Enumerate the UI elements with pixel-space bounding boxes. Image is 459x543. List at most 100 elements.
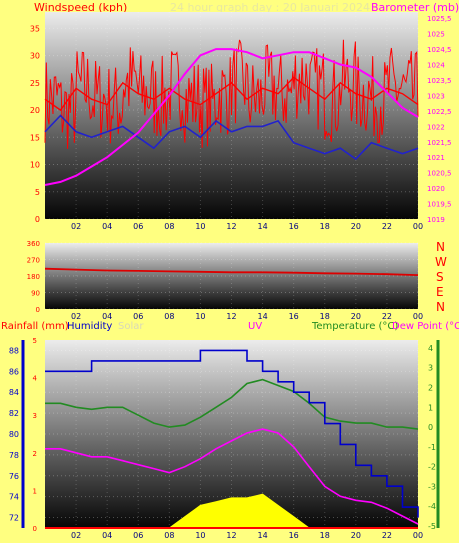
humidity-panel-x-tick-06: 06 [133, 531, 143, 540]
direction-letter-n-bottom: N [436, 300, 445, 314]
gust-series-line [44, 39, 419, 149]
humidity-panel-x-tick-18: 18 [320, 531, 330, 540]
wind-panel-x-tick-02: 02 [71, 222, 81, 231]
humidity-panel-x-tick-08: 08 [164, 531, 174, 540]
wind-y-tick-5: 5 [35, 188, 40, 197]
direction-y-tick-270: 270 [27, 257, 40, 265]
direction-panel-x-tick-16: 16 [289, 312, 299, 321]
humidity-panel-x-tick-10: 10 [195, 531, 205, 540]
chart-title: 24 hour graph day : 20 Januari 2024 [170, 1, 371, 14]
direction-panel-x-tick-12: 12 [226, 312, 236, 321]
humidity-y-tick-86: 86 [9, 367, 19, 376]
rain-y-tick-1: 1 [33, 487, 37, 495]
wind-panel-x-tick-12: 12 [226, 222, 236, 231]
baro-y-tick-1020.5: 1020,5 [427, 170, 452, 178]
rain-y-tick-0: 0 [33, 525, 37, 533]
direction-series-line [44, 267, 419, 276]
rain-y-tick-4: 4 [33, 375, 38, 383]
direction-y-tick-180: 180 [27, 273, 40, 281]
wind-panel-x-tick-16: 16 [289, 222, 299, 231]
direction-panel-x-tick-04: 04 [102, 312, 112, 321]
humidity-panel-x-tick-04: 04 [102, 531, 112, 540]
humidity-plot-area [45, 340, 418, 528]
humidity-y-tick-74: 74 [9, 493, 19, 502]
solar-legend-label: Solar [118, 321, 144, 332]
humidity-panel-x-tick-16: 16 [289, 531, 299, 540]
wind-y-tick-35: 35 [30, 24, 40, 33]
barometer-series-line [44, 48, 419, 186]
wind-panel-x-tick-06: 06 [133, 222, 143, 231]
baro-y-tick-1020: 1020 [427, 185, 445, 193]
wind-panel-x-tick-08: 08 [164, 222, 174, 231]
direction-panel-x-tick-02: 02 [71, 312, 81, 321]
temperature-y-tick-3: 3 [428, 364, 433, 373]
wind-y-tick-0: 0 [35, 215, 40, 224]
baro-y-tick-1023: 1023 [427, 92, 445, 100]
direction-panel-x-tick-08: 08 [164, 312, 174, 321]
wind-panel-x-tick-14: 14 [257, 222, 267, 231]
temperature-axis-title: Temperature (°C) [312, 321, 399, 332]
wind-panel-x-tick-10: 10 [195, 222, 205, 231]
windspeed-axis-title: Windspeed (kph) [34, 1, 128, 14]
baro-y-tick-1021: 1021 [427, 154, 445, 162]
humidity-y-tick-76: 76 [9, 472, 19, 481]
baro-y-tick-1022: 1022 [427, 123, 445, 131]
wind-y-tick-20: 20 [30, 106, 40, 115]
direction-panel-x-tick-10: 10 [195, 312, 205, 321]
direction-y-tick-360: 360 [27, 240, 40, 248]
temperature-y-tick--5: -5 [428, 522, 436, 531]
wind-y-tick-10: 10 [30, 161, 40, 170]
baro-y-tick-1019: 1019 [427, 216, 445, 224]
wind-panel-x-tick-20: 20 [351, 222, 361, 231]
wind-panel-x-tick-18: 18 [320, 222, 330, 231]
temperature-y-tick--4: -4 [428, 502, 436, 511]
rain-y-tick-5: 5 [33, 337, 37, 345]
direction-letter-e: E [436, 285, 444, 299]
direction-y-tick-0: 0 [36, 306, 40, 314]
direction-panel-x-tick-06: 06 [133, 312, 143, 321]
humidity-series-line [45, 349, 419, 518]
baro-y-tick-1024.5: 1024,5 [427, 46, 452, 54]
baro-y-tick-1024: 1024 [427, 62, 445, 70]
wind-panel-x-tick-00: 00 [413, 222, 423, 231]
direction-panel-x-tick-22: 22 [382, 312, 392, 321]
humidity-panel-x-tick-20: 20 [351, 531, 361, 540]
direction-panel-x-tick-20: 20 [351, 312, 361, 321]
baro-y-tick-1025.5: 1025,5 [427, 15, 452, 23]
humidity-y-tick-88: 88 [9, 346, 19, 355]
temperature-y-tick--2: -2 [428, 463, 436, 472]
temperature-series-line [45, 378, 419, 430]
direction-panel-x-tick-18: 18 [320, 312, 330, 321]
dewpoint-series-line [45, 428, 419, 525]
wind-y-tick-15: 15 [30, 133, 40, 142]
rain-y-tick-2: 2 [33, 450, 37, 458]
baro-y-tick-1025: 1025 [427, 31, 445, 39]
baro-y-tick-1022.5: 1022,5 [427, 108, 452, 116]
direction-panel-x-tick-00: 00 [413, 312, 423, 321]
uv-legend-label: UV [248, 321, 263, 332]
humidity-y-tick-80: 80 [9, 430, 19, 439]
humidity-y-tick-72: 72 [9, 514, 19, 523]
humidity-panel-x-tick-14: 14 [257, 531, 267, 540]
humidity-panel-x-tick-02: 02 [71, 531, 81, 540]
wind-y-tick-30: 30 [30, 52, 40, 61]
baro-y-tick-1021.5: 1021,5 [427, 139, 452, 147]
baro-y-tick-1023.5: 1023,5 [427, 77, 452, 85]
barometer-axis-title: Barometer (mb) [371, 1, 459, 14]
humidity-panel-x-tick-00: 00 [413, 531, 423, 540]
direction-letter-s: S [436, 270, 444, 284]
humidity-panel-x-tick-22: 22 [382, 531, 392, 540]
direction-panel-x-tick-14: 14 [257, 312, 267, 321]
humidity-panel-x-tick-12: 12 [226, 531, 236, 540]
humidity-y-tick-78: 78 [9, 451, 19, 460]
baro-y-tick-1019.5: 1019,5 [427, 201, 452, 209]
dewpoint-axis-title: Dew Point (°C) [392, 321, 459, 332]
temperature-y-tick-0: 0 [428, 423, 433, 432]
humidity-legend-label: Humidity [67, 321, 113, 332]
wind-panel-x-tick-04: 04 [102, 222, 112, 231]
wind-y-tick-25: 25 [30, 79, 40, 88]
direction-letter-w: W [435, 255, 447, 269]
windspeed-series-line [44, 76, 419, 112]
temperature-y-tick--1: -1 [428, 443, 436, 452]
